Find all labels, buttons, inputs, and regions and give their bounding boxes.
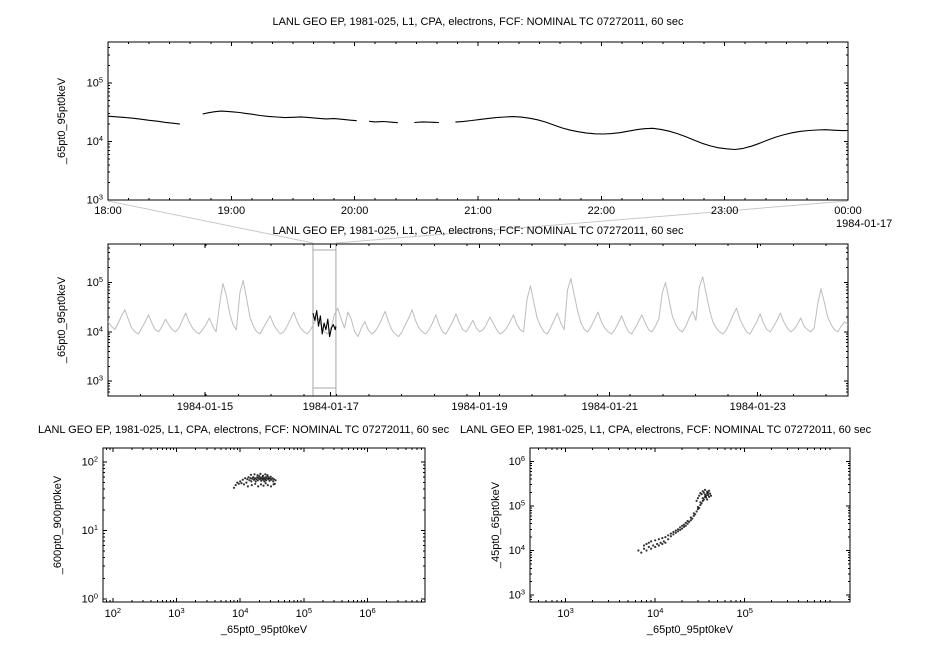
scatter-left-title: LANL GEO EP, 1981-025, L1, CPA, electron… [38,424,450,436]
x-tick-label: 1984-01-19 [451,401,507,413]
axis-tick-label: 106 [509,454,525,468]
top-chart-title: LANL GEO EP, 1981-025, L1, CPA, electron… [272,16,684,28]
axis-tick-label: 104 [647,606,663,620]
axis-tick-label: 101 [82,523,98,537]
axis-tick-label: 104 [509,543,525,557]
x-tick-label: 20:00 [341,205,369,217]
x-tick-label: 1984-01-21 [582,401,638,413]
x-tick-label: 23:00 [711,205,739,217]
series-context-flux-8day [107,276,849,338]
x-tick-label: 1984-01-15 [177,401,233,413]
axis-tick-label: 105 [509,498,525,512]
br-plot-area[interactable] [529,447,851,603]
axis-tick-label: 105 [87,275,103,289]
axis-tick-label: 104 [87,324,103,338]
top-chart-ylabel: _65pt0_95pt0keV [56,77,68,165]
bl-plot-area[interactable] [102,447,426,603]
series-electron-flux-65-95keV [107,110,849,151]
x-tick-label: 00:00 [834,205,862,217]
top-chart-date-annotation: 1984-01-17 [836,218,893,230]
top-plot-area[interactable] [107,41,849,201]
axis-tick-label: 104 [232,606,248,620]
scatter-left-xlabel: _65pt0_95pt0keV [220,624,308,636]
mid-plot-area[interactable] [107,243,849,397]
series-focus-flux-highlighted [312,309,337,338]
scatter-right-xlabel: _65pt0_95pt0keV [646,624,734,636]
x-tick-label: 1984-01-17 [303,401,359,413]
x-tick-label: 21:00 [464,205,492,217]
scatter-right-title: LANL GEO EP, 1981-025, L1, CPA, electron… [460,424,872,436]
axis-tick-label: 106 [359,606,375,620]
context-connector-left [107,200,314,244]
context-connector-right [335,200,849,244]
scatter-right-ylabel: _45pt0_65pt0keV [490,481,502,569]
axis-tick-label: 102 [82,454,98,468]
series-flux-correlation-45-65 [637,488,713,554]
axis-tick-label: 103 [509,588,525,602]
axis-tick-label: 105 [296,606,312,620]
x-tick-label: 19:00 [218,205,246,217]
axis-tick-label: 104 [87,134,103,148]
axis-tick-label: 103 [168,606,184,620]
axis-tick-label: 100 [82,591,98,605]
x-tick-label: 1984-01-23 [730,401,786,413]
x-tick-label: 22:00 [588,205,616,217]
axis-tick-label: 105 [736,606,752,620]
series-flux-correlation-600-900 [232,472,277,489]
axis-tick-label: 103 [87,374,103,388]
axis-tick-label: 103 [557,606,573,620]
context-chart-title: LANL GEO EP, 1981-025, L1, CPA, electron… [272,225,684,237]
context-highlight-box[interactable] [312,243,337,397]
axis-tick-label: 105 [87,75,103,89]
axis-tick-label: 102 [105,606,121,620]
scatter-left-ylabel: _600pt0_900pt0keV [52,475,64,575]
x-tick-label: 18:00 [94,205,122,217]
context-chart-ylabel: _65pt0_95pt0keV [56,276,68,364]
